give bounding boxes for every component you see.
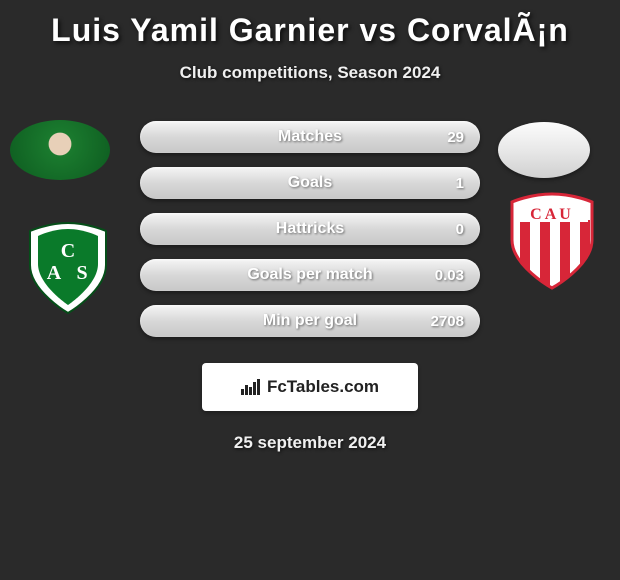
stat-value: 0 (456, 221, 464, 238)
stat-value: 1 (456, 175, 464, 192)
stat-label: Goals (288, 174, 332, 192)
page-title: Luis Yamil Garnier vs CorvalÃ¡n (0, 12, 620, 49)
stat-row-matches: Matches 29 (140, 121, 480, 153)
stat-value: 29 (447, 129, 464, 146)
stat-value: 2708 (431, 313, 464, 330)
stat-label: Matches (278, 128, 342, 146)
stat-label: Goals per match (247, 266, 372, 284)
stat-label: Hattricks (276, 220, 344, 238)
page-subtitle: Club competitions, Season 2024 (0, 63, 620, 83)
bar-chart-icon (241, 379, 261, 395)
stat-row-goals: Goals 1 (140, 167, 480, 199)
stat-row-min-per-goal: Min per goal 2708 (140, 305, 480, 337)
stat-row-hattricks: Hattricks 0 (140, 213, 480, 245)
stat-value: 0.03 (435, 267, 464, 284)
branding-text: FcTables.com (267, 377, 379, 397)
stat-label: Min per goal (263, 312, 357, 330)
infographic-container: Luis Yamil Garnier vs CorvalÃ¡n Club com… (0, 12, 620, 580)
date-text: 25 september 2024 (0, 433, 620, 453)
stats-area: Matches 29 Goals 1 Hattricks 0 Goals per… (0, 121, 620, 351)
branding-box: FcTables.com (202, 363, 418, 411)
stat-row-goals-per-match: Goals per match 0.03 (140, 259, 480, 291)
